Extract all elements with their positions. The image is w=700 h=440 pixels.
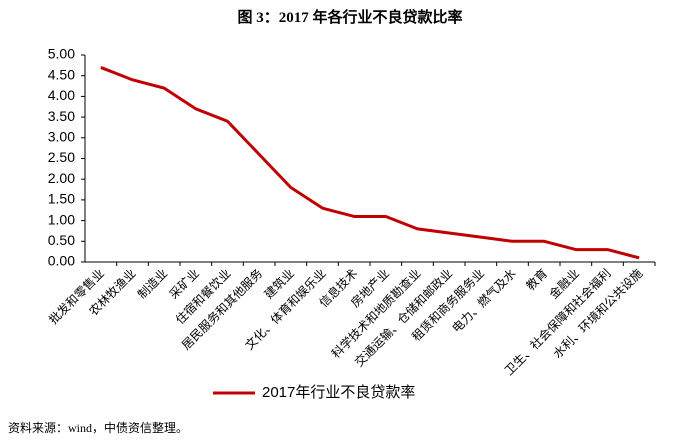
y-tick-label: 0.50: [48, 232, 75, 248]
y-tick-label: 2.50: [48, 149, 75, 165]
y-tick-label: 1.00: [48, 211, 75, 227]
y-tick-label: 0.00: [48, 253, 75, 269]
x-tick-label: 教育: [523, 266, 551, 294]
chart-title: 图 3：2017 年各行业不良贷款比率: [237, 8, 462, 26]
source-note: 资料来源：wind，中债资信整理。: [8, 420, 188, 435]
data-line: [100, 66, 640, 260]
y-tick-label: 4.50: [48, 66, 75, 82]
y-tick-label: 2.00: [48, 170, 75, 186]
y-tick-label: 3.50: [48, 108, 75, 124]
legend-label: 2017年行业不良贷款率: [262, 384, 415, 401]
x-tick-label: 制造业: [135, 266, 170, 301]
y-tick-label: 4.00: [48, 87, 75, 103]
y-tick-label: 1.50: [48, 191, 75, 207]
y-tick-label: 3.00: [48, 129, 75, 145]
y-tick-label: 5.00: [48, 46, 75, 62]
